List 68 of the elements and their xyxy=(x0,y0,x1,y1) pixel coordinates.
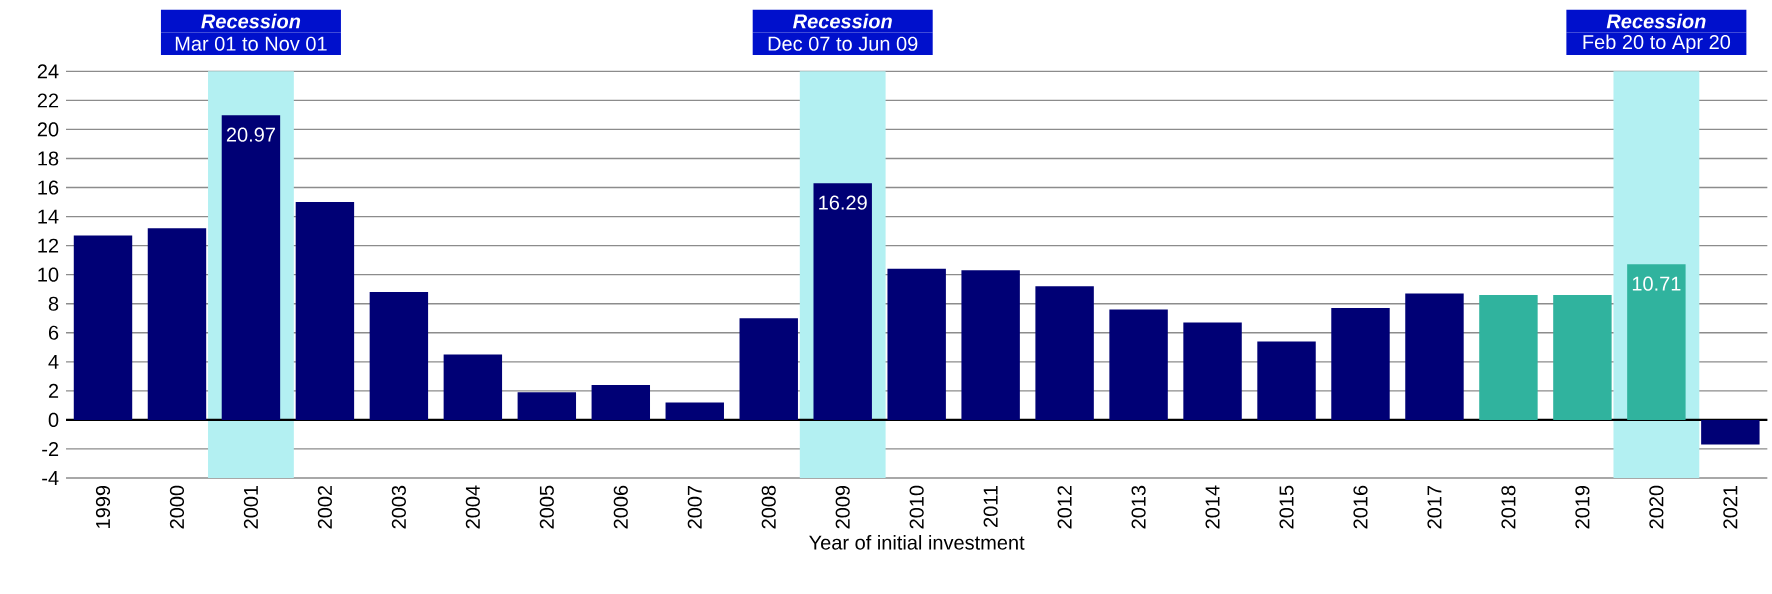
x-tick-label: 2020 xyxy=(1649,485,1664,529)
x-tick-label: 2014 xyxy=(1205,485,1220,529)
y-tick-label: 10 xyxy=(38,267,59,282)
x-tick-label: 2006 xyxy=(613,485,628,529)
bar xyxy=(1183,322,1242,420)
x-tick-label: 2013 xyxy=(1131,485,1146,529)
y-tick-label: 20 xyxy=(37,122,59,137)
bar xyxy=(1331,308,1390,420)
bar xyxy=(591,385,651,420)
y-tick-label: 24 xyxy=(37,64,59,79)
bar xyxy=(1035,286,1094,420)
data-label: 10.71 xyxy=(1632,276,1681,291)
bar xyxy=(1479,295,1538,420)
bar xyxy=(1701,419,1760,445)
y-tick-label: 0 xyxy=(48,412,59,427)
text: Feb 20 to Apr 20 xyxy=(1583,34,1731,54)
bar xyxy=(1109,309,1168,420)
x-tick-label: 2009 xyxy=(835,485,850,529)
band-label: Recession xyxy=(793,13,892,29)
bar xyxy=(443,354,503,420)
x-tick-label: 2008 xyxy=(761,485,776,529)
x-axis-title: Year of initial investment xyxy=(809,535,1025,550)
x-tick-label: 2015 xyxy=(1279,485,1294,529)
x-tick-label: 2011 xyxy=(983,485,998,527)
x-tick-label: 1999 xyxy=(95,485,111,528)
bar xyxy=(73,235,133,420)
text: Dec 07 to Jun 09 xyxy=(768,36,918,51)
x-tick-label: 2003 xyxy=(391,485,406,529)
x-tick-label: 2019 xyxy=(1575,485,1590,529)
x-tick-label: 2010 xyxy=(909,485,924,529)
y-tick-label: 6 xyxy=(48,325,59,340)
bar xyxy=(1553,295,1612,420)
bar xyxy=(369,292,429,420)
bar xyxy=(1257,341,1316,420)
bar xyxy=(813,183,872,420)
x-tick-label: 2000 xyxy=(169,485,185,529)
band-label: Recession xyxy=(201,13,301,29)
x-tick-label: 2007 xyxy=(687,485,702,529)
y-tick-label: 14 xyxy=(38,209,59,224)
y-tick-label: -2 xyxy=(42,441,59,456)
y-tick-label: 4 xyxy=(48,354,59,369)
y-tick-label: 8 xyxy=(48,296,59,311)
y-tick-label: -4 xyxy=(42,471,59,485)
bar xyxy=(961,270,1020,420)
x-tick-label: 2005 xyxy=(539,485,554,529)
x-tick-label: 2021 xyxy=(1723,485,1738,529)
y-tick-label: 18 xyxy=(38,151,59,166)
band-label: Recession xyxy=(1606,13,1706,29)
x-tick-label: 2017 xyxy=(1427,485,1442,529)
x-tick-label: 2001 xyxy=(243,485,259,529)
bar xyxy=(665,402,724,420)
y-tick-label: 16 xyxy=(38,180,59,195)
bar xyxy=(1627,264,1686,420)
bar xyxy=(517,392,577,420)
y-tick-label: 22 xyxy=(37,93,59,108)
y-tick-label: 2 xyxy=(48,383,59,398)
y-tick-label: 12 xyxy=(38,238,59,253)
x-tick-label: 2012 xyxy=(1057,485,1072,529)
x-tick-label: 2002 xyxy=(317,485,332,529)
bar xyxy=(739,318,798,420)
x-tick-label: 2018 xyxy=(1501,485,1516,529)
bar xyxy=(221,115,281,420)
x-tick-label: 2016 xyxy=(1353,485,1368,529)
bar xyxy=(1405,293,1464,420)
data-label: 20.97 xyxy=(226,127,275,142)
data-label: 16.29 xyxy=(819,195,867,210)
x-tick-label: 2004 xyxy=(465,485,480,529)
text: Mar 01 to Nov 01 xyxy=(175,36,327,51)
